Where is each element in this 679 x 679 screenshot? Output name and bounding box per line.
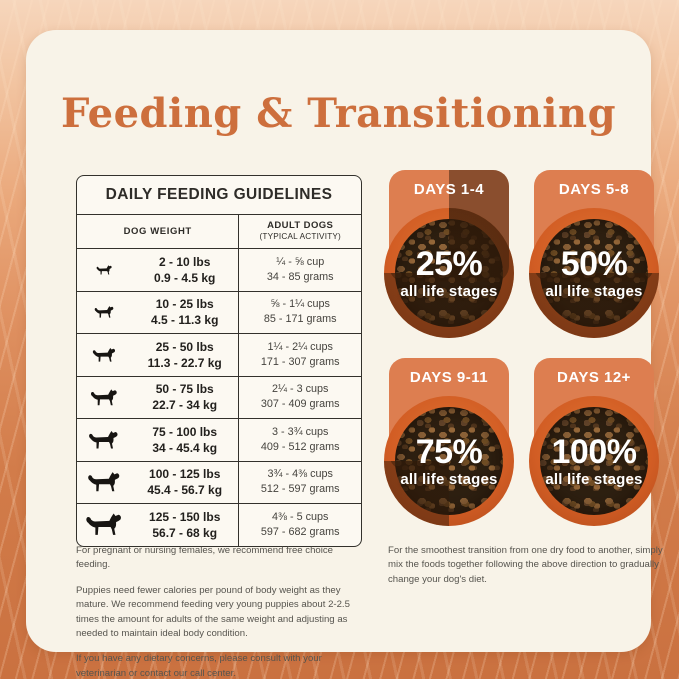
weight-lbs: 50 - 75 lbs (155, 382, 214, 397)
percent-label: 75% (415, 432, 483, 471)
life-stages-caption: all life stages (545, 470, 643, 488)
table-row: 125 - 150 lbs 56.7 - 68 kg 4⅜ - 5 cups 597… (77, 504, 361, 546)
food-bowl: 100% all life stages (529, 396, 659, 526)
kibble-texture (540, 407, 648, 515)
table-row: 50 - 75 lbs 22.7 - 34 kg 2¼ - 3 cups 307 -… (77, 376, 361, 419)
serving-cups: 2¼ - 3 cups (272, 383, 329, 396)
serving-cups: 3 - 3¾ cups (272, 425, 329, 438)
percent-label: 50% (560, 244, 628, 283)
col-header-dog-weight: DOG WEIGHT (123, 226, 192, 237)
weight-kg: 11.3 - 22.7 kg (147, 355, 222, 370)
kibble-texture (395, 407, 503, 515)
days-label: DAYS 9-11 (409, 369, 489, 386)
note-puppies: Puppies need fewer calories per pound of… (76, 584, 350, 639)
kibble-texture (540, 219, 648, 327)
dog-icon (77, 388, 131, 407)
note-dietary-concerns: If you have any dietary concerns, please… (76, 653, 322, 679)
transition-step-days-9-11: DAYS 9-11 75% all life stages (384, 358, 514, 530)
weight-lbs: 75 - 100 lbs (152, 424, 218, 439)
serving-grams: 409 - 512 grams (260, 440, 340, 453)
kibble-texture (395, 219, 503, 327)
serving-cups: ¼ - ⅝ cup (276, 255, 325, 268)
food-bowl: 50% all life stages (529, 208, 659, 338)
serving-cups: ⅝ - 1¼ cups (270, 298, 330, 311)
page-title: Feeding & Transitioning (60, 90, 617, 137)
content-card: Feeding & Transitioning DAILY FEEDING GU… (26, 30, 663, 679)
serving-grams: 85 - 171 grams (263, 313, 337, 326)
transition-step-days-1-4: DAYS 1-4 25% all life stages (384, 170, 514, 342)
weight-lbs: 100 - 125 lbs (149, 467, 221, 482)
table-title: DAILY FEEDING GUIDELINES (77, 176, 361, 215)
dog-icon (77, 264, 131, 276)
transition-note: For the smoothest transition from one dr… (388, 545, 663, 585)
weight-lbs: 2 - 10 lbs (159, 254, 211, 269)
table-row: 75 - 100 lbs 34 - 45.4 kg 3 - 3¾ cups 409 … (77, 419, 361, 462)
dog-icon (77, 429, 131, 451)
weight-kg: 4.5 - 11.3 kg (151, 313, 219, 328)
typical-activity-label: (TYPICAL ACTIVITY) (259, 232, 341, 242)
serving-cups: 3¾ - 4⅜ cups (267, 468, 333, 481)
weight-kg: 34 - 45.4 kg (152, 440, 218, 455)
life-stages-caption: all life stages (545, 282, 643, 300)
dog-icon (77, 511, 131, 538)
table-row: 25 - 50 lbs 11.3 - 22.7 kg 1¼ - 2¼ cups 17… (77, 334, 361, 377)
weight-lbs: 125 - 150 lbs (149, 509, 221, 524)
serving-grams: 171 - 307 grams (260, 355, 340, 368)
feeding-notes: For pregnant or nursing females, we reco… (76, 544, 368, 679)
serving-grams: 512 - 597 grams (260, 483, 340, 496)
days-label: DAYS 5-8 (558, 181, 630, 198)
table-row: 100 - 125 lbs 45.4 - 56.7 kg 3¾ - 4⅜ cups… (77, 461, 361, 504)
dog-icon (77, 305, 131, 319)
serving-cups: 1¼ - 2¼ cups (267, 340, 333, 353)
serving-grams: 307 - 409 grams (260, 398, 340, 411)
table-row: 2 - 10 lbs 0.9 - 4.5 kg ¼ - ⅝ cup 34 - 85 … (77, 249, 361, 292)
transition-step-days-12-plus: DAYS 12+ 100% all life stages (529, 358, 659, 530)
note-pregnant-nursing: For pregnant or nursing females, we reco… (76, 545, 334, 571)
dog-icon (77, 470, 131, 494)
weight-kg: 0.9 - 4.5 kg (154, 270, 216, 285)
weight-kg: 45.4 - 56.7 kg (147, 483, 223, 498)
serving-grams: 34 - 85 grams (266, 270, 334, 283)
adult-dogs-label: ADULT DOGS (267, 220, 334, 232)
serving-cups: 4⅜ - 5 cups (272, 510, 329, 523)
table-header-row: DOG WEIGHT ADULT DOGS (TYPICAL ACTIVITY) (77, 215, 361, 249)
days-label: DAYS 1-4 (413, 181, 485, 198)
weight-lbs: 25 - 50 lbs (155, 339, 214, 354)
transition-step-days-5-8: DAYS 5-8 50% all life stages (529, 170, 659, 342)
percent-label: 100% (551, 432, 637, 471)
food-bowl: 75% all life stages (384, 396, 514, 526)
weight-kg: 56.7 - 68 kg (152, 525, 218, 540)
days-label: DAYS 12+ (557, 369, 631, 386)
feeding-guidelines-table: DAILY FEEDING GUIDELINES DOG WEIGHT ADUL… (76, 175, 362, 547)
life-stages-caption: all life stages (400, 470, 498, 488)
serving-grams: 597 - 682 grams (260, 525, 340, 538)
food-bowl: 25% all life stages (384, 208, 514, 338)
weight-kg: 22.7 - 34 kg (152, 398, 218, 413)
dog-icon (77, 347, 131, 363)
col-header-adult-dogs: ADULT DOGS (TYPICAL ACTIVITY) (238, 215, 361, 248)
table-row: 10 - 25 lbs 4.5 - 11.3 kg ⅝ - 1¼ cups 85 -… (77, 291, 361, 334)
life-stages-caption: all life stages (400, 282, 498, 300)
weight-lbs: 10 - 25 lbs (155, 297, 214, 312)
percent-label: 25% (415, 244, 483, 283)
